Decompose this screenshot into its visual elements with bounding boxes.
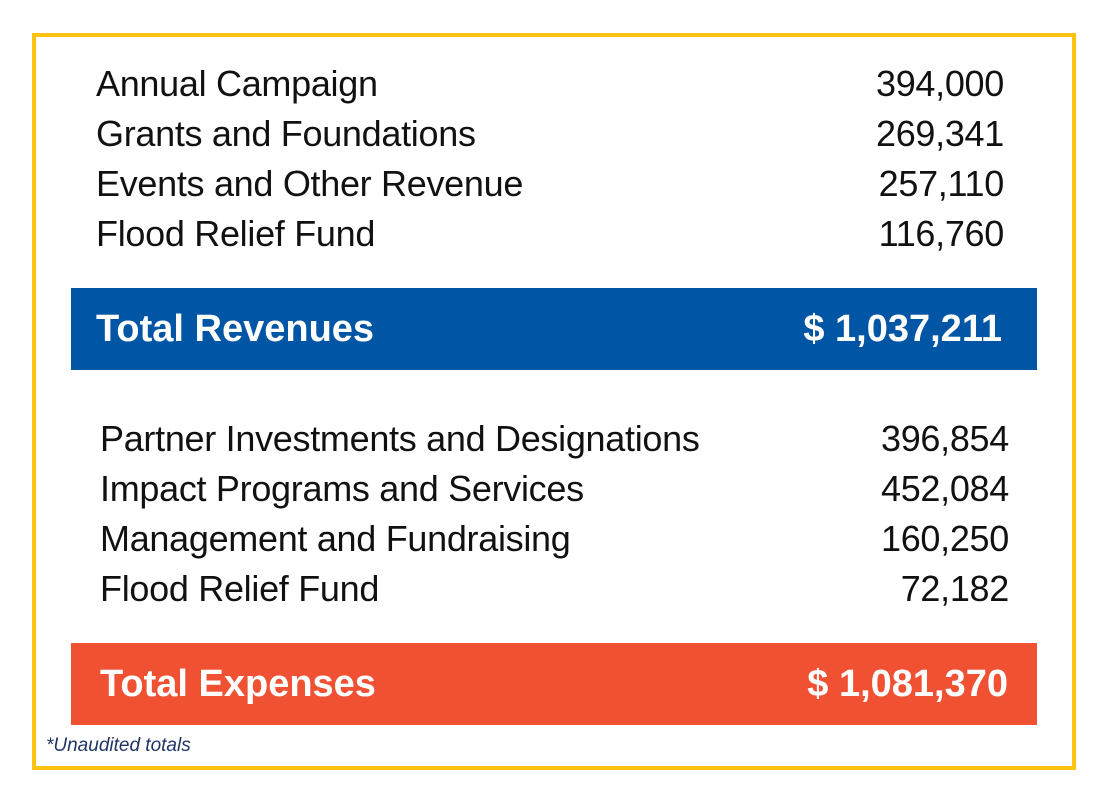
expense-row: Partner Investments and Designations 396… [100,414,1009,464]
revenue-value: 257,110 [878,163,1005,204]
revenue-value: 269,341 [875,113,1004,154]
expense-label: Management and Fundraising [100,518,571,559]
unaudited-footnote: *Unaudited totals [46,735,191,756]
expense-value: 452,084 [880,468,1009,509]
revenue-label: Flood Relief Fund [96,213,376,254]
revenue-label: Events and Other Revenue [96,163,524,204]
expense-row: Flood Relief Fund 72,182 [100,564,1009,614]
revenue-value: 116,760 [878,213,1005,254]
expense-label: Partner Investments and Designations [100,418,700,459]
expense-value: 72,182 [900,568,1010,609]
revenue-label: Grants and Foundations [96,113,476,154]
total-expenses-label: Total Expenses [100,663,376,705]
expense-row: Management and Fundraising 160,250 [100,514,1009,564]
expense-label: Impact Programs and Services [100,468,584,509]
total-revenues-bar: Total Revenues $ 1,037,211 [71,288,1037,370]
revenue-row: Flood Relief Fund 116,760 [96,209,1004,259]
revenue-row: Annual Campaign 394,000 [96,59,1004,109]
total-revenues-label: Total Revenues [96,308,375,350]
revenue-label: Annual Campaign [96,63,378,104]
total-revenues-value: $ 1,037,211 [803,308,1002,350]
revenue-value: 394,000 [875,63,1004,104]
revenue-row: Grants and Foundations 269,341 [96,109,1004,159]
total-expenses-value: $ 1,081,370 [807,663,1008,705]
expense-value: 160,250 [880,518,1009,559]
total-expenses-bar: Total Expenses $ 1,081,370 [71,643,1037,725]
expense-value: 396,854 [880,418,1009,459]
revenue-row: Events and Other Revenue 257,110 [96,159,1004,209]
financial-summary-frame: Annual Campaign 394,000 Grants and Found… [32,33,1076,770]
expense-label: Flood Relief Fund [100,568,380,609]
expense-row: Impact Programs and Services 452,084 [100,464,1009,514]
